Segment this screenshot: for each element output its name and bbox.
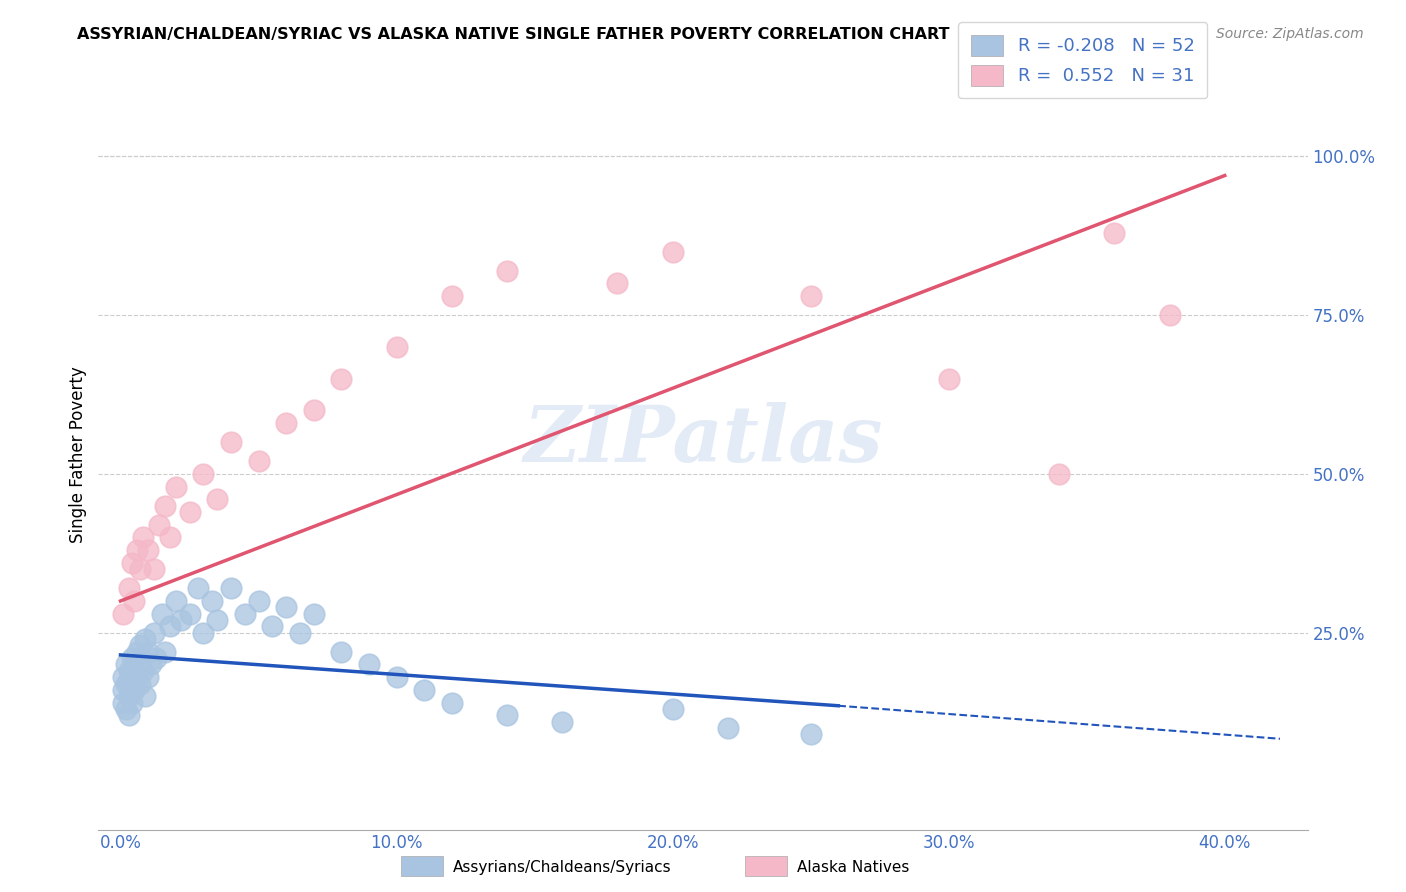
- Y-axis label: Single Father Poverty: Single Father Poverty: [69, 367, 87, 543]
- Point: [276, 416, 298, 430]
- Point: [179, 607, 201, 621]
- Point: [121, 696, 143, 710]
- Point: [205, 613, 228, 627]
- Point: [125, 645, 148, 659]
- Point: [150, 607, 173, 621]
- Point: [125, 670, 148, 684]
- Point: [496, 708, 519, 723]
- Point: [115, 676, 138, 690]
- Point: [302, 403, 325, 417]
- Point: [118, 581, 141, 595]
- Point: [201, 594, 224, 608]
- Point: [661, 702, 683, 716]
- Point: [187, 581, 209, 595]
- Point: [219, 581, 242, 595]
- Point: [118, 664, 141, 678]
- Point: [145, 651, 167, 665]
- Point: [131, 664, 153, 678]
- Point: [112, 607, 135, 621]
- Point: [551, 714, 574, 729]
- Point: [800, 727, 823, 741]
- Point: [121, 556, 143, 570]
- Point: [128, 639, 150, 653]
- Point: [159, 531, 181, 545]
- Point: [128, 562, 150, 576]
- Point: [413, 682, 436, 697]
- Point: [330, 645, 353, 659]
- Point: [124, 657, 146, 672]
- Point: [136, 543, 159, 558]
- Point: [142, 562, 165, 576]
- Point: [385, 340, 408, 354]
- Point: [938, 372, 960, 386]
- Point: [139, 657, 162, 672]
- Point: [440, 289, 463, 303]
- Point: [131, 531, 153, 545]
- Point: [170, 613, 193, 627]
- Point: [136, 670, 159, 684]
- Point: [276, 600, 298, 615]
- Point: [118, 708, 141, 723]
- Point: [112, 670, 135, 684]
- Point: [440, 696, 463, 710]
- Point: [165, 480, 187, 494]
- Point: [193, 625, 215, 640]
- Point: [134, 690, 156, 704]
- Point: [115, 702, 138, 716]
- Point: [128, 676, 150, 690]
- Point: [496, 264, 519, 278]
- Legend: R = -0.208   N = 52, R =  0.552   N = 31: R = -0.208 N = 52, R = 0.552 N = 31: [957, 22, 1208, 98]
- Point: [153, 499, 176, 513]
- Point: [121, 651, 143, 665]
- Text: Assyrians/Chaldeans/Syriacs: Assyrians/Chaldeans/Syriacs: [453, 861, 671, 875]
- Point: [205, 492, 228, 507]
- Point: [330, 372, 353, 386]
- Point: [125, 543, 148, 558]
- Point: [165, 594, 187, 608]
- Text: ZIPatlas: ZIPatlas: [523, 401, 883, 478]
- Point: [247, 594, 270, 608]
- Point: [124, 682, 146, 697]
- Point: [142, 625, 165, 640]
- Point: [153, 645, 176, 659]
- Point: [385, 670, 408, 684]
- Text: Source: ZipAtlas.com: Source: ZipAtlas.com: [1216, 27, 1364, 41]
- Point: [661, 244, 683, 259]
- Point: [136, 645, 159, 659]
- Point: [262, 619, 284, 633]
- Point: [606, 277, 628, 291]
- Point: [1159, 308, 1181, 322]
- Point: [219, 435, 242, 450]
- Point: [112, 682, 135, 697]
- Point: [193, 467, 215, 481]
- Text: Alaska Natives: Alaska Natives: [797, 861, 910, 875]
- Point: [148, 517, 170, 532]
- Point: [1104, 226, 1126, 240]
- Point: [112, 696, 135, 710]
- Point: [134, 632, 156, 646]
- Point: [179, 505, 201, 519]
- Point: [800, 289, 823, 303]
- Point: [159, 619, 181, 633]
- Point: [302, 607, 325, 621]
- Text: ASSYRIAN/CHALDEAN/SYRIAC VS ALASKA NATIVE SINGLE FATHER POVERTY CORRELATION CHAR: ASSYRIAN/CHALDEAN/SYRIAC VS ALASKA NATIV…: [77, 27, 950, 42]
- Point: [247, 454, 270, 468]
- Point: [288, 625, 311, 640]
- Point: [124, 594, 146, 608]
- Point: [357, 657, 380, 672]
- Point: [717, 721, 740, 735]
- Point: [1047, 467, 1070, 481]
- Point: [115, 657, 138, 672]
- Point: [233, 607, 256, 621]
- Point: [118, 690, 141, 704]
